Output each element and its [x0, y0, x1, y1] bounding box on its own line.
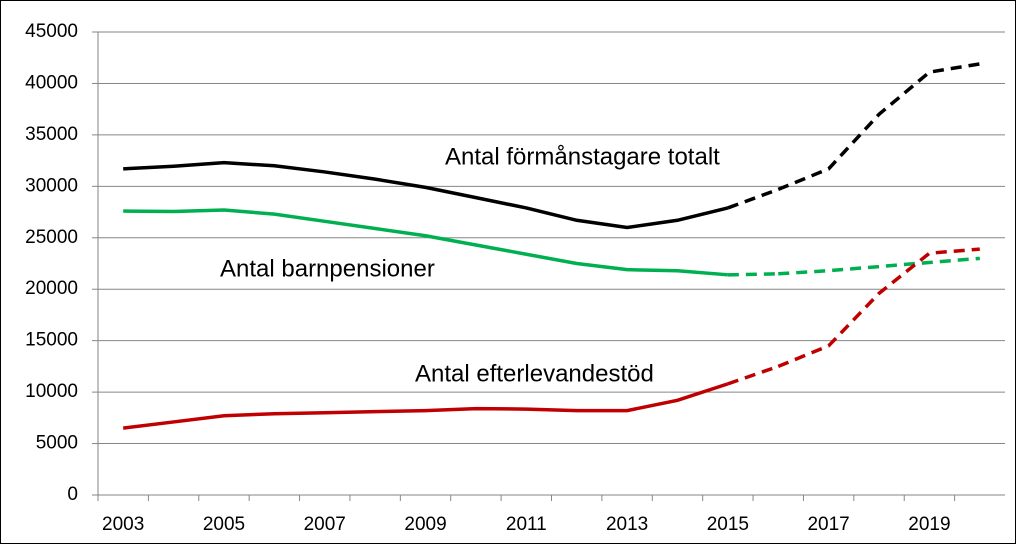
- series-line-dashed: [727, 272, 779, 277]
- series-line-dashed: [778, 256, 980, 276]
- y-tick-label: 5000: [36, 433, 78, 454]
- x-tick-label: 2015: [707, 514, 749, 535]
- x-tick-label: 2019: [908, 514, 950, 535]
- series-line-dashed: [777, 62, 981, 192]
- x-tick-label: 2011: [506, 514, 547, 535]
- series-line: [123, 160, 729, 230]
- series-line: [123, 208, 729, 277]
- x-tick-label: 2003: [102, 514, 144, 535]
- y-tick-label: 15000: [25, 330, 78, 351]
- series-line-dashed: [727, 364, 779, 386]
- series-line: [122, 382, 729, 430]
- x-tick-label: 2017: [807, 514, 849, 535]
- series-label: Antal efterlevandestöd: [415, 360, 654, 387]
- series-label: Antal barnpensioner: [220, 255, 435, 282]
- x-tick-label: 2013: [606, 514, 648, 535]
- y-tick-label: 0: [67, 484, 78, 505]
- y-tick-label: 30000: [25, 175, 78, 196]
- y-tick-label: 10000: [25, 381, 78, 402]
- series-line-dashed: [777, 247, 980, 369]
- y-tick-label: 45000: [25, 21, 78, 42]
- y-tick-label: 20000: [25, 278, 78, 299]
- series-label: Antal förmånstagare totalt: [445, 143, 720, 170]
- series-line-dashed: [727, 187, 779, 210]
- y-tick-label: 25000: [25, 227, 78, 248]
- x-tick-label: 2005: [203, 514, 245, 535]
- y-tick-label: 35000: [25, 124, 78, 145]
- y-tick-label: 40000: [25, 72, 78, 93]
- x-tick-label: 2009: [404, 514, 446, 535]
- x-tick-label: 2007: [304, 514, 346, 535]
